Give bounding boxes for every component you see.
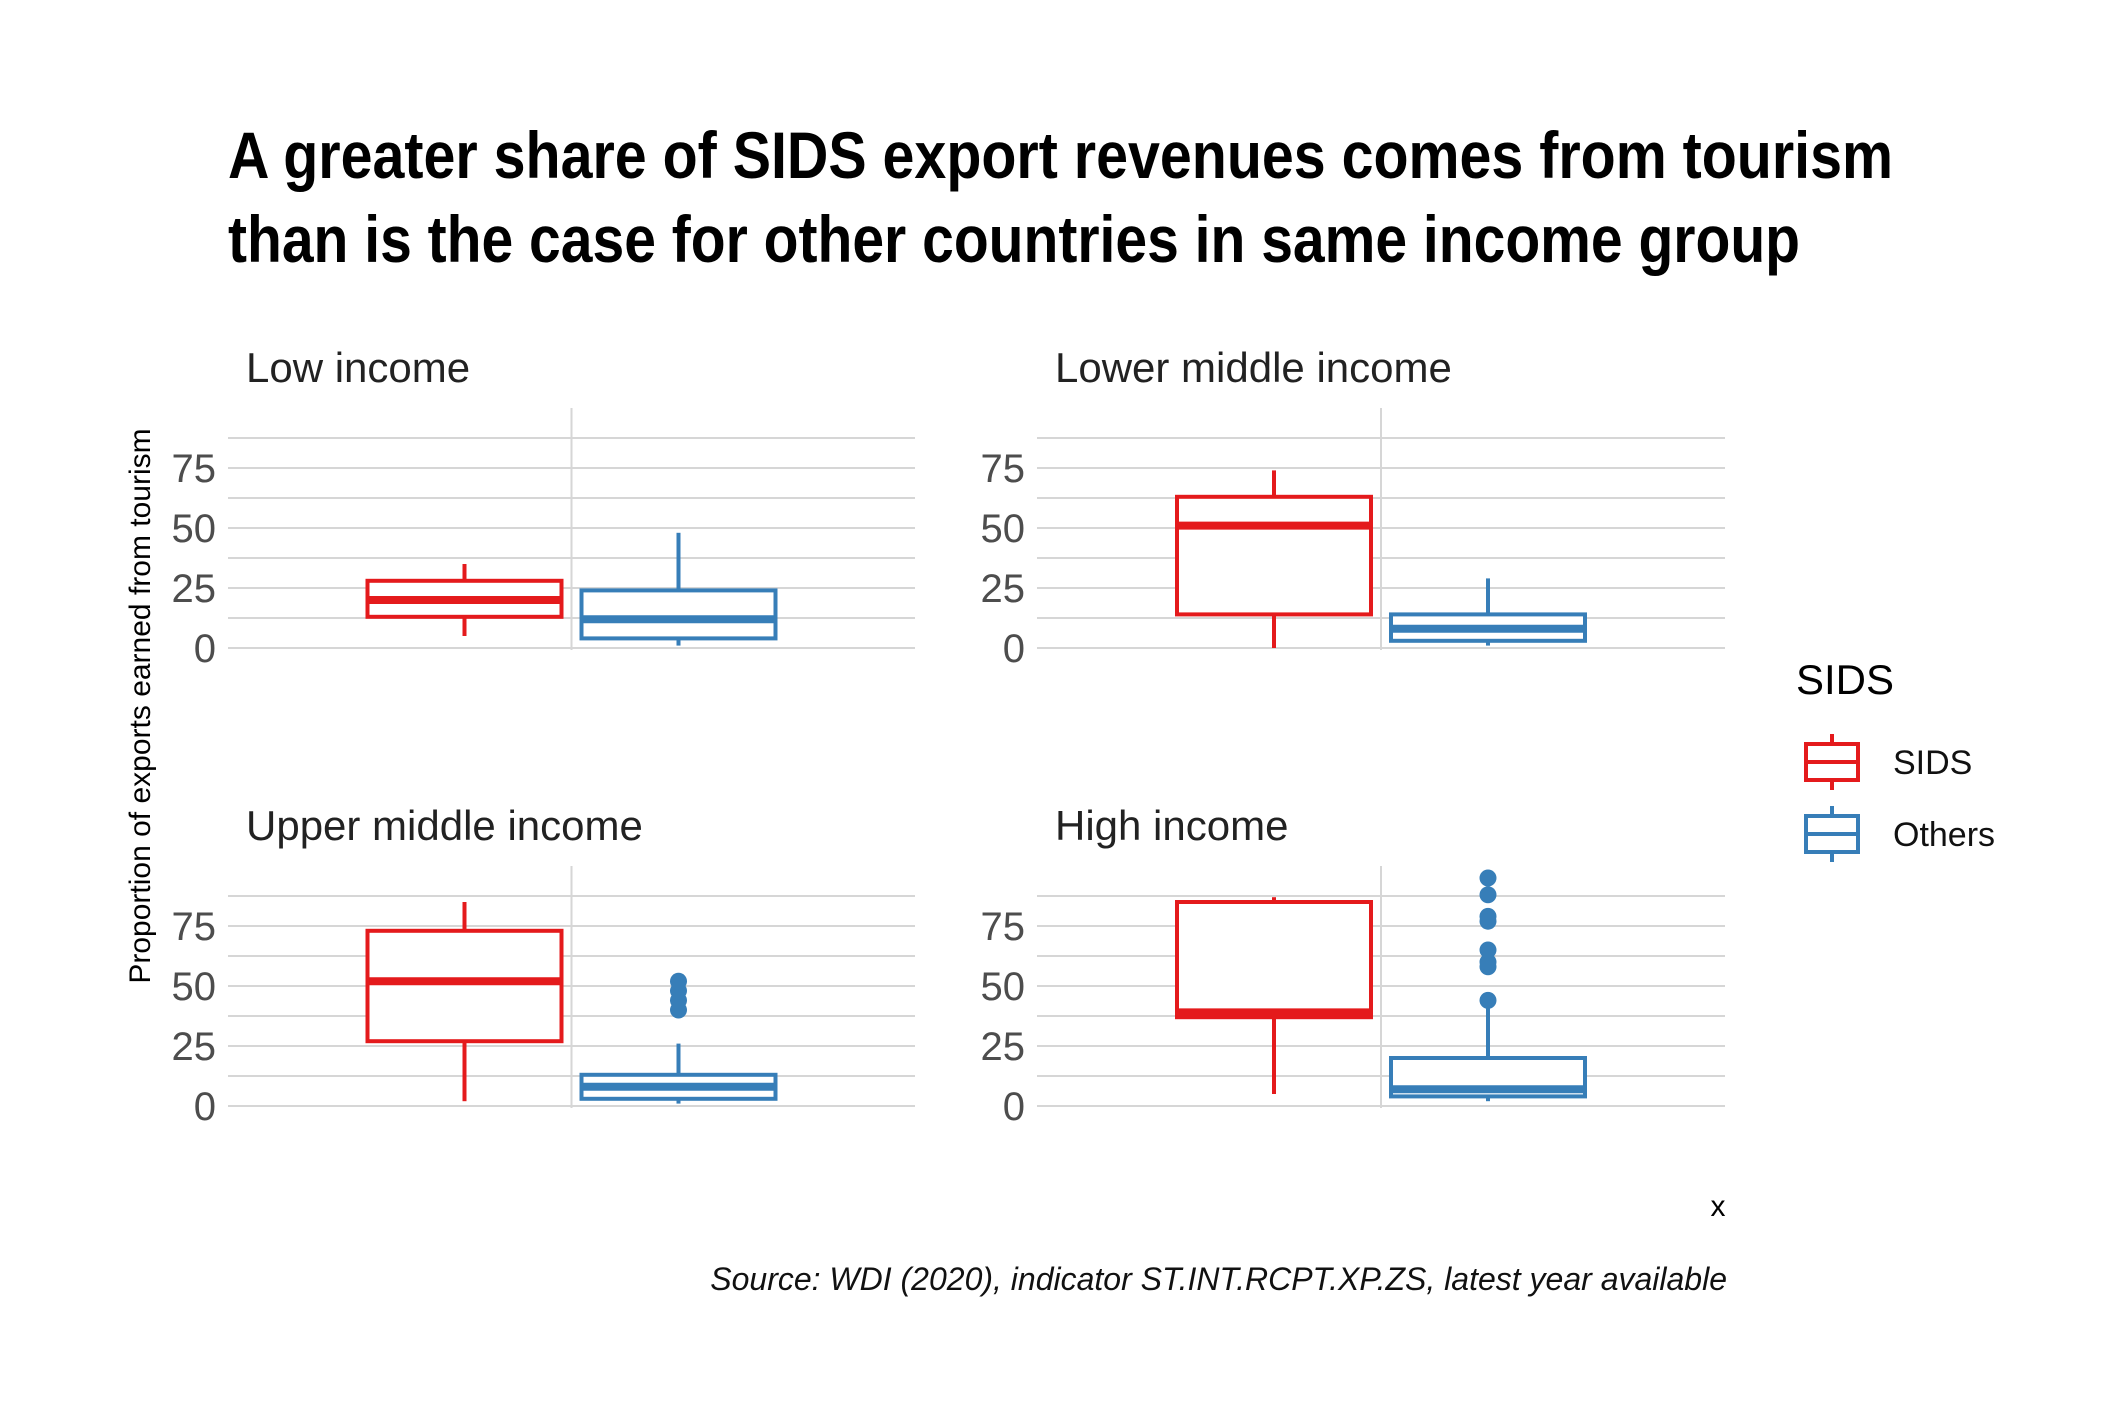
y-tick-label: 50 [981, 507, 1026, 551]
y-axis-title: Proportion of exports earned from touris… [124, 428, 157, 983]
y-tick-label: 50 [172, 507, 217, 551]
y-tick-label: 50 [172, 965, 217, 1009]
legend-entry-sids: SIDS [1804, 734, 1972, 790]
facet-title: Upper middle income [246, 802, 643, 849]
facet-upper-middle-income: 0 25 50 75 Upper middle income [172, 802, 915, 1129]
y-tick-label: 25 [981, 567, 1026, 611]
chart-title-line1: A greater share of SIDS export revenues … [228, 118, 1893, 192]
legend-title: SIDS [1796, 656, 1894, 703]
box-others [1389, 869, 1587, 1102]
outlier-point [1479, 991, 1497, 1009]
legend: SIDS SIDS Others [1796, 656, 1995, 862]
outlier-point [670, 972, 687, 990]
y-tick-label: 0 [1003, 627, 1025, 671]
box-rect [579, 588, 778, 641]
box-others [1389, 578, 1587, 646]
facet-lower-middle-income: 0 25 50 75 Lower middle income [981, 344, 1725, 671]
y-tick-label: 25 [172, 567, 217, 611]
chart-title-line2: than is the case for other countries in … [228, 202, 1800, 276]
y-tick-label: 75 [981, 447, 1026, 491]
facet-title: Low income [246, 344, 470, 391]
box-sids [1175, 470, 1373, 648]
legend-label: Others [1893, 816, 1995, 854]
box-rect [365, 928, 564, 1044]
y-tick-label: 75 [981, 905, 1026, 949]
facet-title: High income [1055, 802, 1288, 849]
y-tick-label: 0 [194, 1085, 216, 1129]
facet-panels: 0 25 50 75 Low income 0 25 50 75 Lower middle inc… [172, 344, 1725, 1129]
y-tick-label: 0 [1003, 1085, 1025, 1129]
outlier-point [1479, 941, 1497, 959]
box-rect [1175, 900, 1373, 1020]
y-tick-label: 75 [172, 905, 217, 949]
y-tick-label: 75 [172, 447, 217, 491]
legend-entries: SIDS Others [1804, 734, 1995, 862]
y-tick-label: 25 [981, 1025, 1026, 1069]
box-others [579, 532, 778, 646]
box-rect [1175, 494, 1373, 617]
outlier-point [1479, 869, 1497, 887]
caption: Source: WDI (2020), indicator ST.INT.RCP… [710, 1261, 1727, 1297]
box-others [579, 972, 778, 1104]
y-tick-label: 25 [172, 1025, 217, 1069]
facet-low-income: 0 25 50 75 Low income [172, 344, 915, 671]
box-sids [1175, 897, 1373, 1094]
y-tick-label: 0 [194, 627, 216, 671]
facet-title: Lower middle income [1055, 344, 1452, 391]
legend-entry-others: Others [1804, 806, 1995, 862]
box-sids [365, 564, 564, 636]
x-axis-title: x [1711, 1190, 1726, 1223]
legend-label: SIDS [1893, 744, 1972, 782]
outlier-point [1479, 886, 1497, 904]
box-sids [365, 902, 564, 1102]
y-tick-label: 50 [981, 965, 1026, 1009]
facet-high-income: 0 25 50 75 High income [981, 802, 1725, 1129]
outlier-point [1479, 907, 1497, 925]
outlier-point [1479, 953, 1497, 971]
